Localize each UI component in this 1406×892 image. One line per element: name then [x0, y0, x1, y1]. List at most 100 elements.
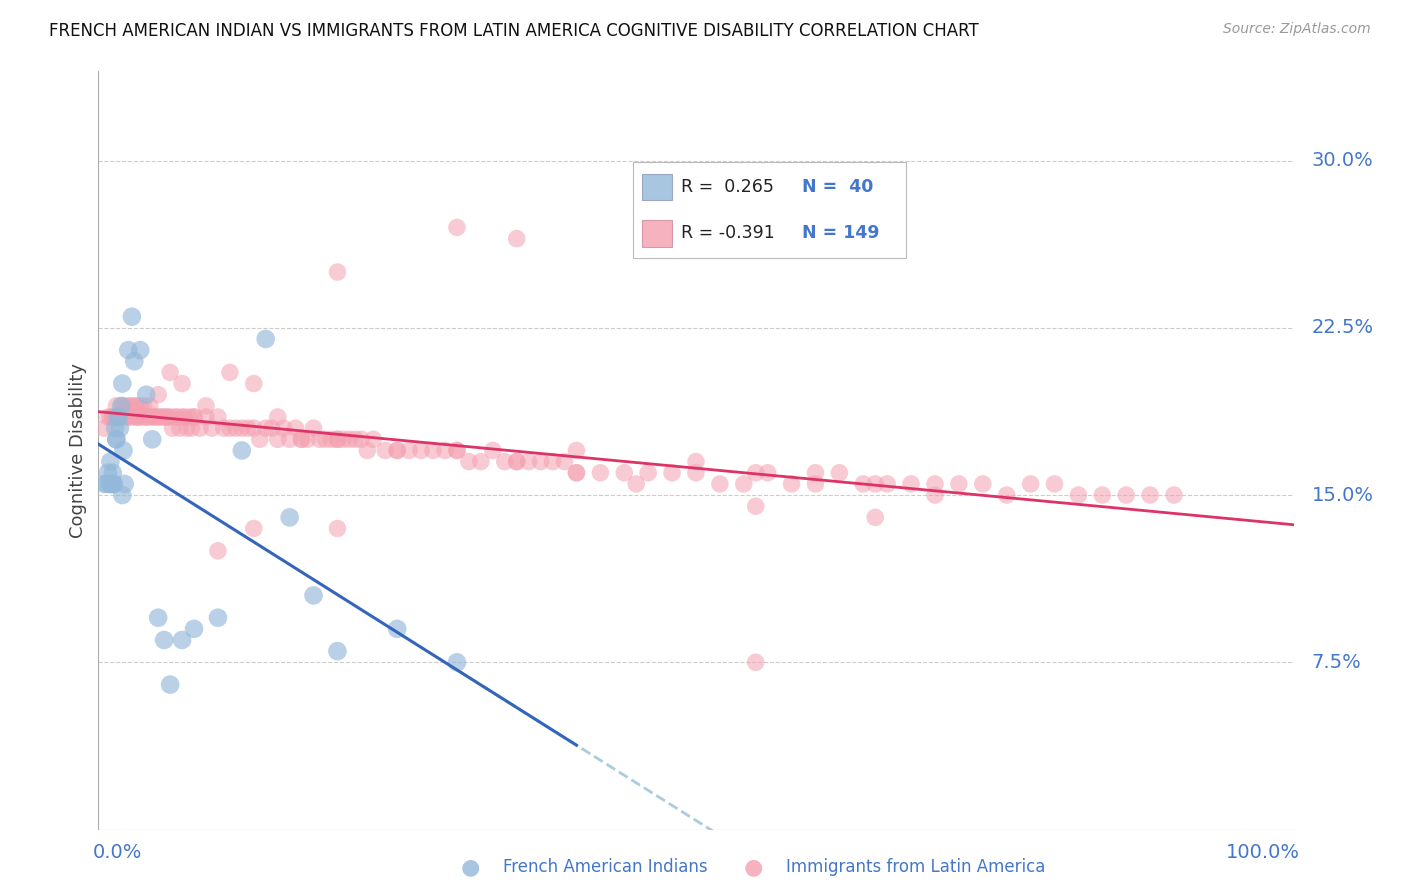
Point	[152, 410, 174, 425]
Point	[169, 421, 191, 435]
Point	[183, 622, 205, 636]
Point	[101, 410, 124, 425]
Point	[332, 433, 354, 447]
Point	[344, 433, 367, 447]
Point	[114, 477, 136, 491]
Point	[135, 410, 157, 425]
Point	[159, 410, 181, 425]
Point	[565, 443, 588, 458]
Point	[637, 466, 659, 480]
Point	[98, 410, 122, 425]
Point	[1067, 488, 1090, 502]
Point	[554, 455, 576, 469]
Point	[127, 410, 149, 425]
Text: 15.0%: 15.0%	[1312, 485, 1374, 505]
Point	[124, 399, 146, 413]
Point	[267, 410, 290, 425]
Text: 30.0%: 30.0%	[1312, 151, 1374, 170]
Point	[434, 443, 457, 458]
Text: French American Indians: French American Indians	[503, 858, 707, 876]
Point	[118, 410, 141, 425]
Point	[1163, 488, 1185, 502]
Point	[139, 410, 162, 425]
Text: R =  0.265: R = 0.265	[681, 178, 773, 196]
Point	[385, 443, 409, 458]
Y-axis label: Cognitive Disability: Cognitive Disability	[69, 363, 87, 538]
Point	[159, 366, 181, 380]
Point	[159, 678, 181, 692]
Point	[207, 611, 229, 625]
Point	[321, 433, 343, 447]
Point	[108, 421, 131, 435]
Point	[273, 421, 295, 435]
Point	[101, 466, 124, 480]
Point	[236, 421, 259, 435]
Point	[865, 510, 887, 524]
Point	[156, 410, 179, 425]
Text: FRENCH AMERICAN INDIAN VS IMMIGRANTS FROM LATIN AMERICA COGNITIVE DISABILITY COR: FRENCH AMERICAN INDIAN VS IMMIGRANTS FRO…	[49, 22, 979, 40]
Point	[111, 488, 134, 502]
Point	[541, 455, 564, 469]
Point	[128, 410, 150, 425]
Point	[162, 421, 184, 435]
Point	[530, 455, 553, 469]
Point	[745, 655, 768, 669]
Point	[297, 433, 319, 447]
Point	[111, 399, 134, 413]
Point	[207, 544, 229, 558]
Point	[117, 343, 139, 358]
Point	[506, 232, 529, 246]
Point	[163, 410, 186, 425]
Point	[363, 433, 385, 447]
Point	[120, 399, 142, 413]
Point	[804, 477, 827, 491]
Point	[195, 410, 218, 425]
Text: 22.5%: 22.5%	[1312, 318, 1374, 337]
Point	[494, 455, 516, 469]
Point	[1139, 488, 1161, 502]
Point	[114, 410, 136, 425]
Point	[470, 455, 492, 469]
Text: ●: ●	[744, 857, 763, 877]
Point	[166, 410, 188, 425]
Point	[219, 366, 242, 380]
Point	[278, 433, 301, 447]
Point	[105, 433, 128, 447]
Text: 0.0%: 0.0%	[93, 843, 142, 863]
Point	[108, 410, 131, 425]
Point	[446, 443, 468, 458]
Point	[876, 477, 898, 491]
Point	[201, 421, 224, 435]
Point	[291, 433, 314, 447]
Point	[101, 477, 124, 491]
Point	[249, 433, 271, 447]
Point	[93, 421, 115, 435]
Point	[326, 644, 349, 658]
Point	[145, 410, 167, 425]
Point	[745, 500, 768, 514]
Point	[780, 477, 803, 491]
Point	[565, 466, 588, 480]
Point	[129, 343, 152, 358]
Point	[179, 410, 201, 425]
Point	[172, 633, 194, 648]
Point	[243, 521, 266, 535]
Point	[124, 410, 146, 425]
Point	[374, 443, 396, 458]
Point	[865, 477, 887, 491]
Point	[98, 477, 122, 491]
Point	[385, 443, 409, 458]
Point	[97, 410, 120, 425]
Point	[446, 655, 468, 669]
Point	[172, 376, 194, 391]
Point	[254, 332, 277, 346]
Point	[458, 455, 481, 469]
Point	[385, 622, 409, 636]
Point	[506, 455, 529, 469]
Point	[121, 410, 143, 425]
Point	[565, 466, 588, 480]
Point	[155, 410, 177, 425]
Point	[96, 477, 118, 491]
Point	[110, 399, 132, 413]
Point	[804, 466, 827, 480]
